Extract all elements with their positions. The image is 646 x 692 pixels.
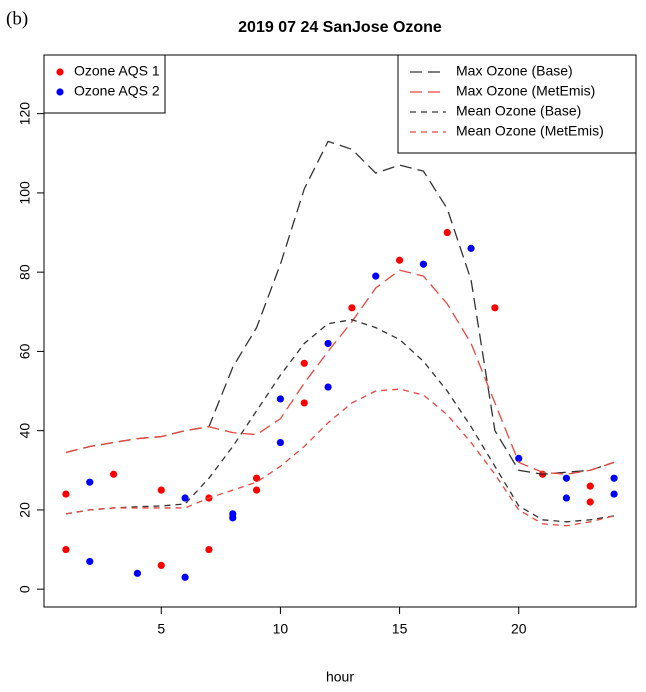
data-point [252, 486, 261, 494]
panel-label: (b) [6, 8, 28, 29]
y-tick-label: 100 [17, 181, 33, 205]
data-point [395, 256, 404, 264]
data-point [562, 494, 571, 502]
data-point [181, 573, 189, 581]
y-tick-label: 20 [17, 502, 33, 518]
y-tick-label: 120 [17, 102, 33, 126]
x-axis-label: hour [326, 669, 354, 685]
data-point [300, 399, 308, 407]
data-point [229, 514, 237, 522]
data-point [86, 478, 94, 486]
data-point [324, 339, 332, 348]
legend-label: Ozone AQS 2 [74, 83, 160, 99]
data-point [133, 569, 142, 577]
data-point [610, 490, 618, 498]
y-tick-label: 80 [17, 264, 33, 280]
y-tick-label: 40 [17, 423, 33, 439]
data-point [157, 561, 165, 569]
legend-box [43, 54, 166, 114]
chart-title: 2019 07 24 SanJose Ozone [238, 19, 442, 36]
x-tick-label: 15 [392, 621, 408, 637]
data-point [205, 545, 213, 554]
legend-label: Ozone AQS 1 [74, 63, 160, 79]
legend-label: Mean Ozone (MetEmis) [456, 123, 604, 139]
data-point [324, 383, 332, 391]
x-tick-label: 10 [273, 621, 289, 637]
series-line [65, 140, 615, 475]
legend-label: Max Ozone (Base) [456, 63, 573, 79]
data-point [610, 474, 618, 482]
data-point [586, 498, 594, 506]
data-point [515, 454, 523, 462]
data-point [562, 474, 571, 482]
data-point [372, 272, 380, 280]
plot-frame [43, 54, 637, 608]
legend-symbol [56, 88, 64, 96]
data-point [157, 486, 165, 494]
series-line [65, 319, 615, 523]
series-line [65, 388, 615, 527]
data-point [276, 438, 285, 447]
data-point [348, 304, 356, 312]
data-point [86, 557, 94, 566]
y-tick-label: 60 [17, 343, 33, 359]
data-point [276, 395, 285, 403]
data-point [443, 228, 451, 237]
y-tick-label: 0 [17, 585, 33, 593]
data-point [109, 470, 118, 478]
data-point [419, 260, 428, 268]
data-point [62, 545, 70, 554]
data-point [586, 482, 594, 490]
legend-symbol [56, 68, 64, 76]
data-point [467, 244, 475, 252]
legend-label: Max Ozone (MetEmis) [456, 83, 595, 99]
data-point [252, 474, 261, 482]
data-point [491, 304, 499, 312]
legend-label: Mean Ozone (Base) [456, 103, 581, 119]
data-point [181, 494, 189, 502]
x-tick-label: 20 [511, 621, 527, 637]
data-point [300, 359, 308, 367]
x-tick-label: 5 [157, 621, 165, 637]
series-line [65, 269, 615, 475]
legend-box [397, 54, 637, 154]
data-point [62, 490, 70, 498]
